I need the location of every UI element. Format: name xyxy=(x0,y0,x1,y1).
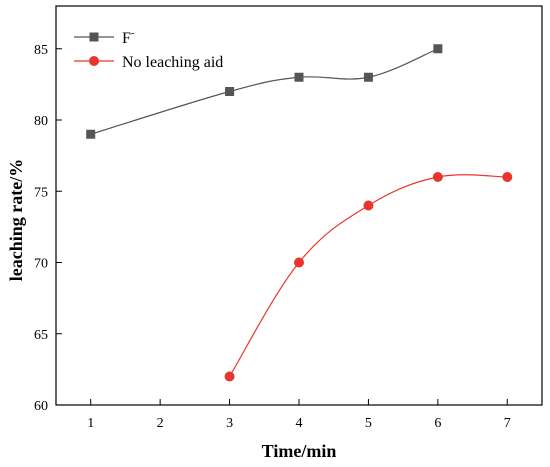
x-tick-label: 4 xyxy=(296,416,303,431)
series-layer xyxy=(86,44,513,382)
data-point-circle xyxy=(363,200,374,211)
x-axis-title: Time/min xyxy=(262,441,337,461)
x-tick-label: 7 xyxy=(504,416,511,431)
data-point-circle xyxy=(432,172,443,182)
series-line xyxy=(90,48,439,135)
data-point-square xyxy=(363,72,373,82)
data-point-square xyxy=(433,44,443,54)
legend-item: F- xyxy=(74,28,134,47)
legend-label: No leaching aid xyxy=(122,54,223,71)
legend-marker-circle xyxy=(89,56,99,66)
legend-label-superscript: - xyxy=(131,28,134,39)
y-axis-ticks: 60 65 70 75 80 85 xyxy=(34,43,62,414)
x-tick-label: 3 xyxy=(226,416,233,431)
legend: F- No leaching aid xyxy=(74,28,223,71)
y-axis-title: leaching rate/% xyxy=(6,159,26,281)
series-2 xyxy=(224,172,513,382)
x-axis-ticks: 1 2 3 4 5 6 7 xyxy=(87,399,511,431)
legend-label: F- xyxy=(122,28,134,47)
data-point-circle xyxy=(224,371,235,382)
y-tick-label: 80 xyxy=(34,114,48,129)
y-tick-label: 85 xyxy=(34,43,48,58)
series-line xyxy=(229,174,508,377)
data-point-circle xyxy=(502,172,513,182)
x-tick-label: 6 xyxy=(434,416,441,431)
y-tick-label: 65 xyxy=(34,328,48,343)
y-tick-label: 60 xyxy=(34,399,48,414)
x-tick-label: 1 xyxy=(87,416,94,431)
legend-item: No leaching aid xyxy=(74,54,223,71)
y-tick-label: 75 xyxy=(34,185,48,200)
series-1 xyxy=(86,44,443,139)
x-tick-label: 2 xyxy=(157,416,164,431)
legend-marker-square xyxy=(89,32,99,42)
x-tick-label: 5 xyxy=(365,416,372,431)
y-tick-label: 70 xyxy=(34,257,48,272)
data-point-circle xyxy=(294,257,304,268)
data-point-square xyxy=(86,129,96,139)
data-point-square xyxy=(294,72,304,82)
data-point-square xyxy=(225,87,235,96)
